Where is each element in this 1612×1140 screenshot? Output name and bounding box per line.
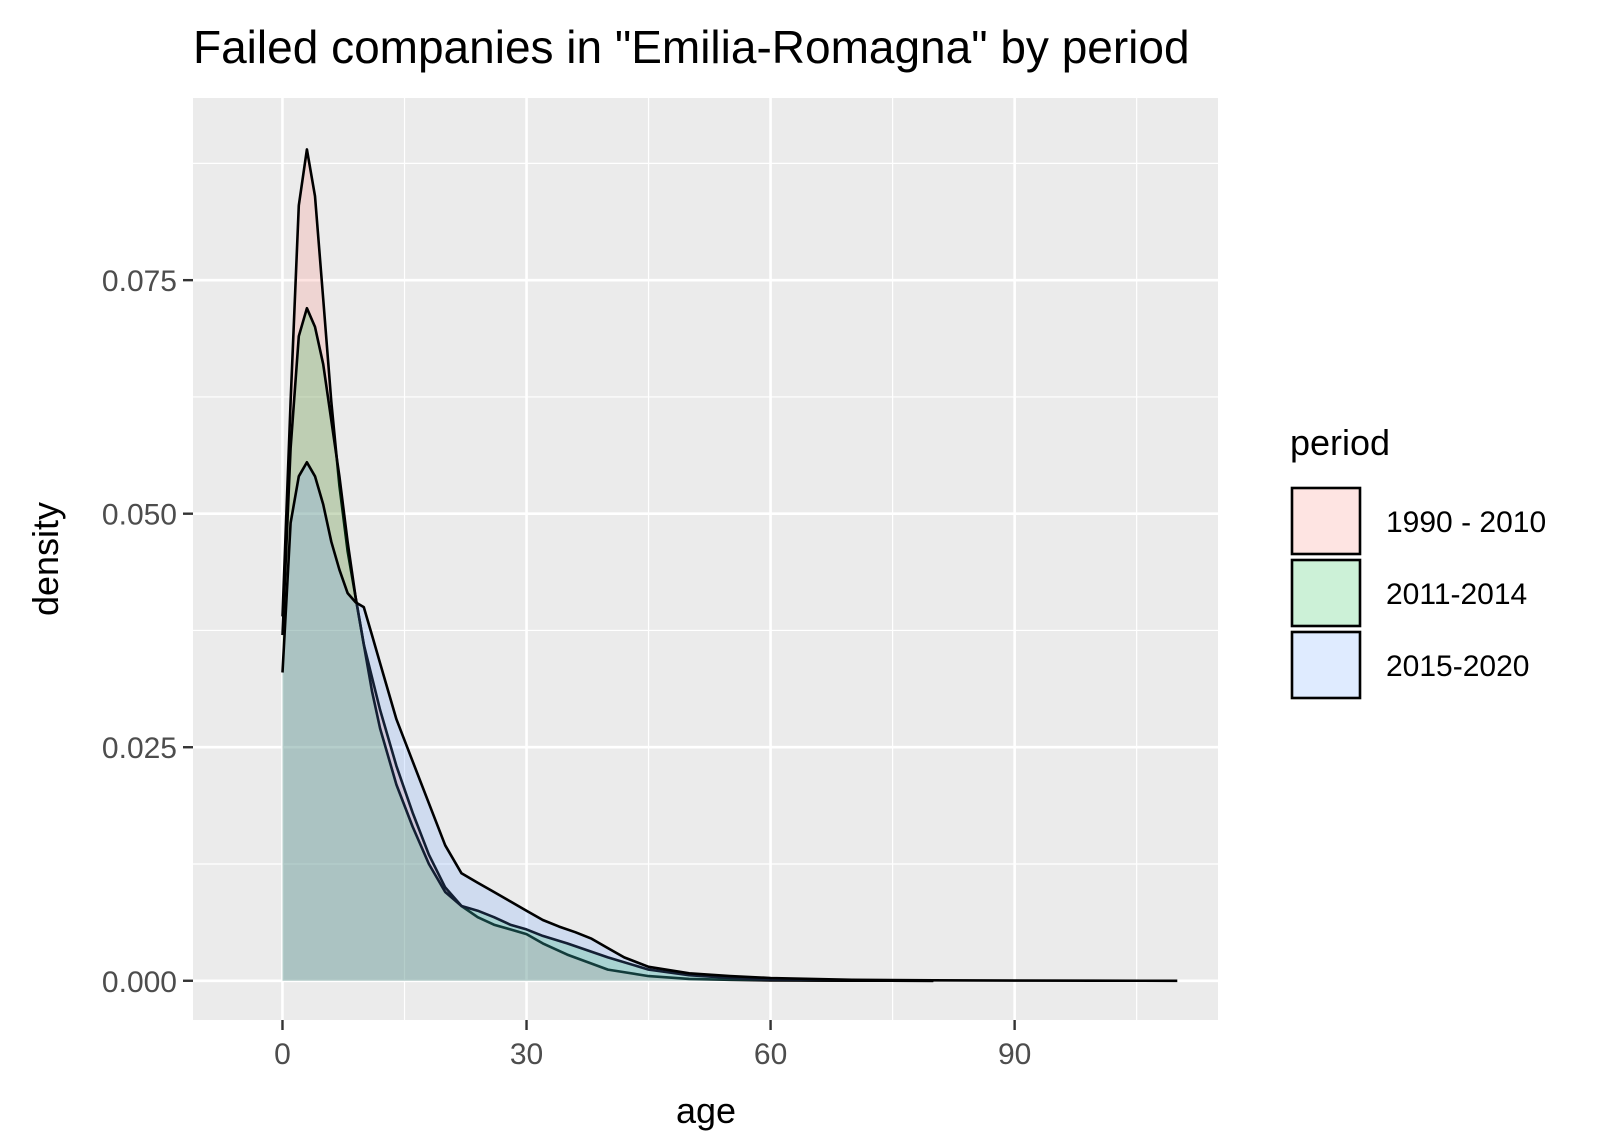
x-axis: 0 30 60 90 [274,1020,1031,1071]
legend-key-bg [1292,632,1360,698]
legend-key-bg [1292,488,1360,554]
y-axis-title: density [25,502,66,616]
legend-key [1290,486,1362,556]
x-tick-label: 90 [998,1038,1031,1071]
density-area [282,462,1178,981]
legend-label: 2011-2014 [1386,578,1527,611]
y-tick-label: 0.000 [102,966,177,999]
y-axis: 0.000 0.025 0.050 0.075 [102,265,193,999]
legend-key-bg [1292,560,1360,626]
chart-title: Failed companies in "Emilia-Romagna" by … [193,21,1190,73]
legend: period 1990 - 2010 2011-2014 2015-2020 [1290,422,1546,700]
density-line [281,148,934,983]
density-line [281,461,1178,983]
legend-label: 2015-2020 [1386,650,1529,683]
legend-key [1290,630,1362,700]
density-area [282,149,934,981]
x-tick-label: 0 [274,1038,291,1071]
y-tick-label: 0.075 [102,265,177,298]
x-axis-title: age [676,1090,736,1131]
density-areas [281,148,1178,983]
legend-key [1290,558,1362,628]
major-gridlines [193,98,1218,1020]
x-tick-label: 60 [754,1038,787,1071]
density-line [281,306,934,983]
minor-gridlines [193,98,1218,1020]
legend-title: period [1290,422,1390,463]
y-tick-label: 0.050 [102,499,177,532]
plot-panel [193,98,1218,1020]
x-tick-label: 30 [510,1038,543,1071]
density-area [282,308,934,981]
legend-label: 1990 - 2010 [1386,506,1546,539]
y-tick-label: 0.025 [102,732,177,765]
